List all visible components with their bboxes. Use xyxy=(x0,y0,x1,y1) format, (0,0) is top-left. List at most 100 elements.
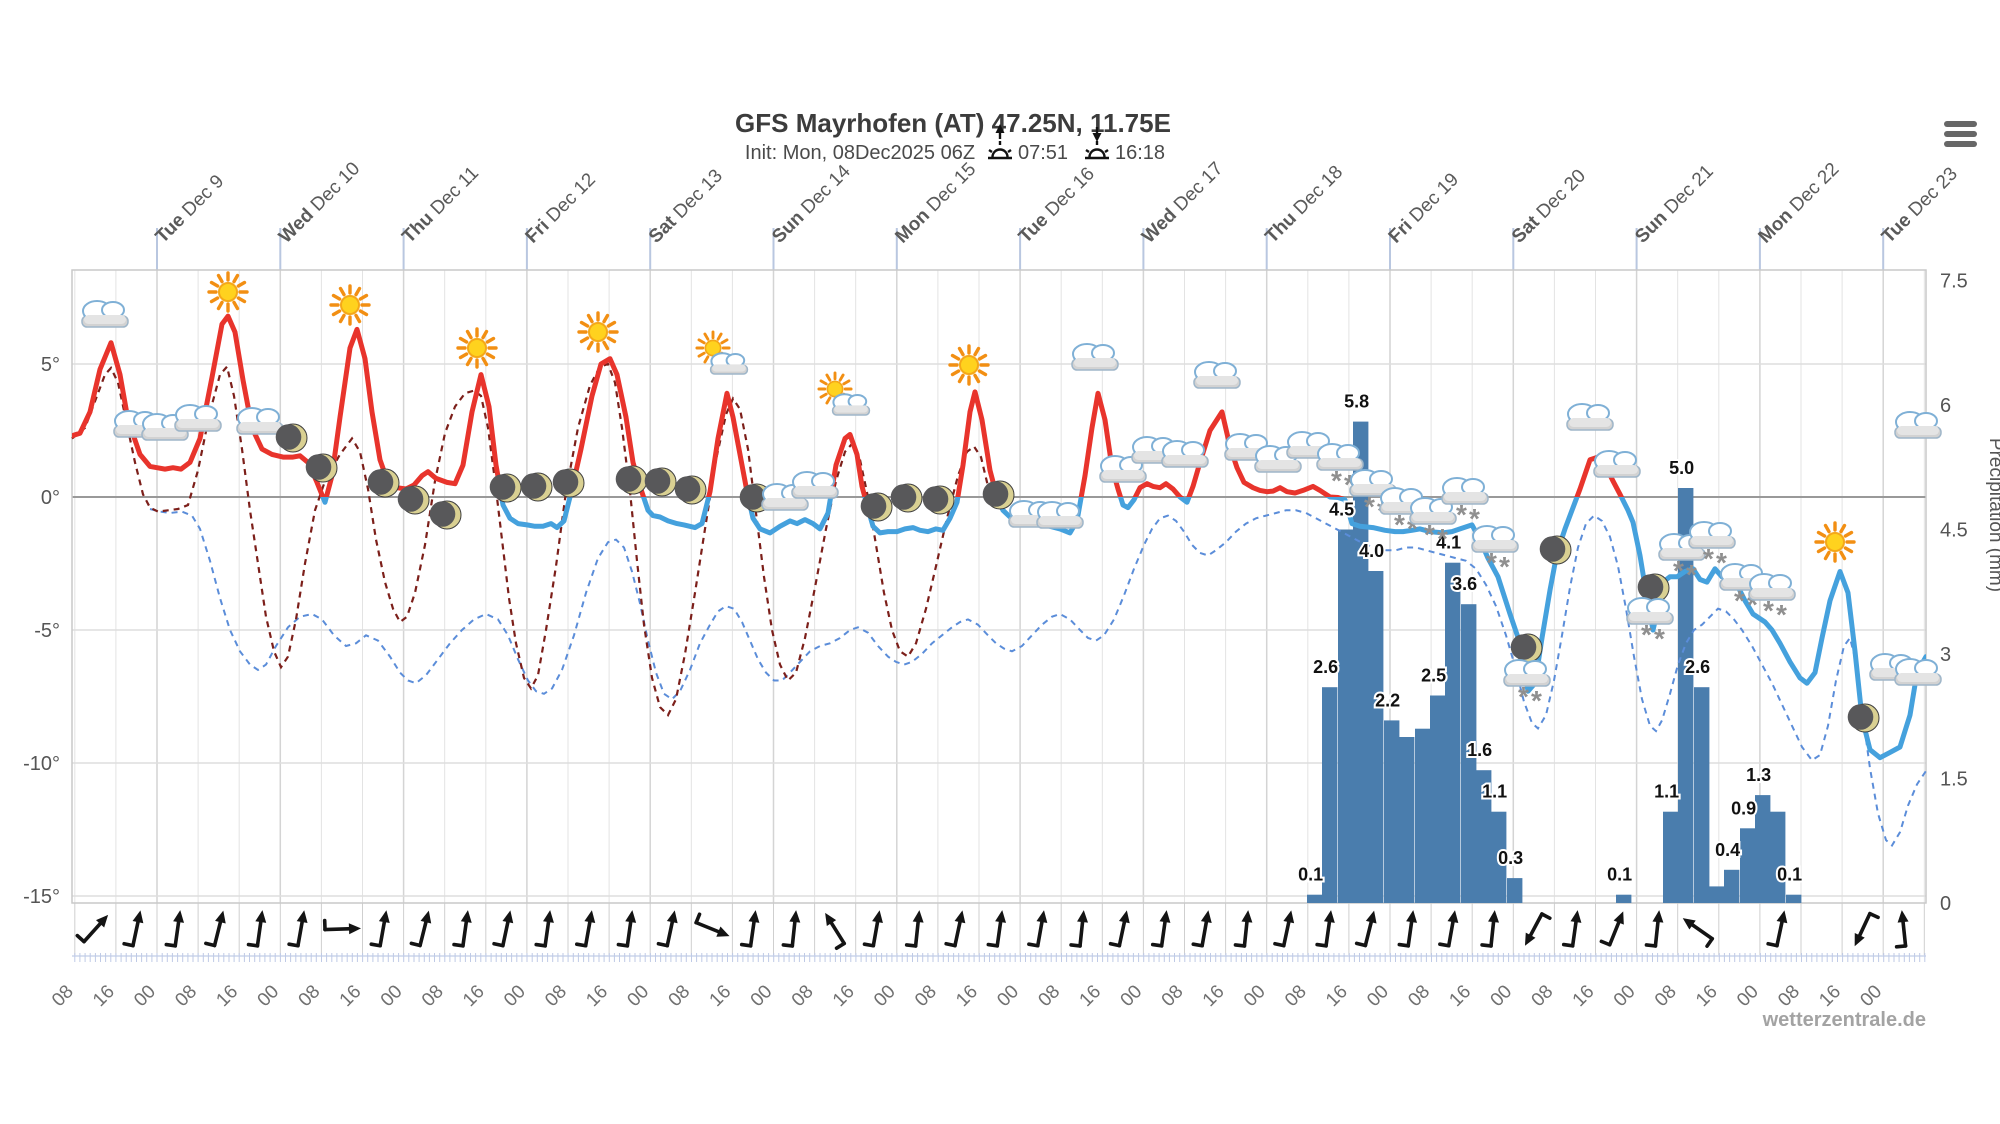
wind-arrow-icon xyxy=(1561,910,1582,948)
svg-text:*: * xyxy=(1641,619,1652,650)
cloud-icon xyxy=(1894,658,1942,686)
moon-icon xyxy=(275,423,308,453)
svg-text:*: * xyxy=(1716,547,1727,578)
wind-arrow-icon xyxy=(1150,910,1171,948)
wind-arrow-icon xyxy=(75,914,109,944)
time-label: 08 xyxy=(1651,981,1681,1011)
wind-arrow-icon xyxy=(739,910,760,948)
time-label: 00 xyxy=(377,981,407,1011)
precip-bar xyxy=(1322,687,1338,903)
time-label: 00 xyxy=(130,981,160,1011)
day-label: Fri Dec 19 xyxy=(1385,169,1463,247)
wind-arrow-icon xyxy=(1438,910,1459,948)
suncloud-icon xyxy=(817,371,871,416)
time-label: 08 xyxy=(171,981,201,1011)
wind-arrow-icon xyxy=(409,910,432,948)
precip-axis-label: 1.5 xyxy=(1940,769,1968,791)
precip-axis-label: 0 xyxy=(1940,893,1951,915)
precip-bar xyxy=(1461,604,1477,903)
time-label: 08 xyxy=(1404,981,1434,1011)
day-label: Tue Dec 23 xyxy=(1878,163,1962,247)
temp-axis-label: -5° xyxy=(34,620,60,642)
precip-axis-label: 4.5 xyxy=(1940,520,1968,542)
day-label: Sat Dec 20 xyxy=(1508,165,1590,247)
sun-icon xyxy=(1814,521,1856,563)
wind-arrow-icon xyxy=(1894,910,1909,949)
cloud-icon xyxy=(236,407,284,435)
wind-arrow-icon xyxy=(862,910,883,948)
day-label: Thu Dec 11 xyxy=(398,163,483,248)
wind-arrow-icon xyxy=(204,910,226,948)
plot-border xyxy=(71,269,1927,904)
cloud-icon xyxy=(1593,450,1641,478)
cloud-icon xyxy=(174,404,222,432)
time-label: 00 xyxy=(1363,981,1393,1011)
moon-icon xyxy=(489,473,522,503)
time-label: 16 xyxy=(89,981,119,1011)
wind-arrow-icon xyxy=(1480,910,1500,948)
wind-arrow-icon xyxy=(1108,910,1130,948)
cloudsnow-icon: ** xyxy=(1441,477,1489,534)
time-label: 00 xyxy=(747,981,777,1011)
wind-arrow-icon xyxy=(1354,910,1377,948)
day-label: Tue Dec 9 xyxy=(152,171,229,248)
wind-arrow-icon xyxy=(452,910,472,948)
moon-icon xyxy=(520,472,553,502)
wind-arrow-icon xyxy=(1644,910,1664,948)
sun-icon xyxy=(577,311,619,353)
page-title: GFS Mayrhofen (AT) 47.25N, 11.75E xyxy=(735,108,1171,138)
time-label: 00 xyxy=(1240,981,1270,1011)
precip-bar xyxy=(1616,894,1632,903)
precip-axis-label: 6 xyxy=(1940,395,1951,417)
precip-value-label: 2.6 xyxy=(1313,657,1338,677)
cloud-icon xyxy=(1193,361,1241,389)
svg-text:*: * xyxy=(1407,513,1418,544)
sun-icon xyxy=(456,327,498,369)
wind-arrow-icon xyxy=(986,910,1007,948)
time-label: 16 xyxy=(212,981,242,1011)
precip-bar xyxy=(1678,488,1694,903)
day-label: Sat Dec 13 xyxy=(645,165,727,247)
precip-value-label: 0.9 xyxy=(1731,798,1756,818)
menu-hamburger-icon[interactable] xyxy=(1944,121,1977,147)
day-label: Mon Dec 15 xyxy=(891,159,980,248)
cloud-icon xyxy=(1566,403,1614,431)
wind-arrow-icon xyxy=(694,912,730,937)
time-label: 16 xyxy=(829,981,859,1011)
cloudsnow-icon: ** xyxy=(1503,659,1551,716)
time-label: 08 xyxy=(295,981,325,1011)
dashed-red-curve xyxy=(71,362,990,717)
precip-bar xyxy=(1724,869,1740,903)
cloudsnow-icon: ** xyxy=(1748,573,1796,630)
chart-body: Tue Dec 9 Wed Dec 10 Thu Dec 11 Fri Dec 12 S… xyxy=(23,158,2000,1011)
time-label: 08 xyxy=(1774,981,1804,1011)
temp-axis-label: -10° xyxy=(23,753,60,775)
wind-arrow-icon xyxy=(1191,910,1212,948)
precip-bar xyxy=(1755,795,1771,903)
svg-text:*: * xyxy=(1469,503,1480,534)
wind-arrow-icon xyxy=(1599,911,1624,947)
time-label: 08 xyxy=(48,981,78,1011)
time-label: 16 xyxy=(1815,981,1845,1011)
wind-arrow-icon xyxy=(1854,911,1880,947)
time-label: 08 xyxy=(788,981,818,1011)
time-label: 16 xyxy=(336,981,366,1011)
sunrise-icon xyxy=(988,124,1012,160)
wind-arrow-icon xyxy=(1069,910,1089,948)
precip-bar xyxy=(1709,886,1725,903)
svg-text:*: * xyxy=(1747,589,1758,620)
precip-axis-label: 3 xyxy=(1940,644,1951,666)
moon-icon xyxy=(890,483,923,513)
time-label: 16 xyxy=(1692,981,1722,1011)
wind-arrow-icon xyxy=(1682,918,1715,948)
wind-arrow-icon xyxy=(781,910,801,948)
wind-arrow-icon xyxy=(492,910,514,948)
svg-text:*: * xyxy=(1499,551,1510,582)
day-label: Tue Dec 16 xyxy=(1015,163,1099,247)
dashed-blue-curve xyxy=(149,508,1927,848)
precip-value-label: 5.8 xyxy=(1344,392,1369,412)
svg-text:*: * xyxy=(1531,685,1542,716)
precip-bar xyxy=(1384,720,1400,903)
svg-text:*: * xyxy=(1344,469,1355,500)
